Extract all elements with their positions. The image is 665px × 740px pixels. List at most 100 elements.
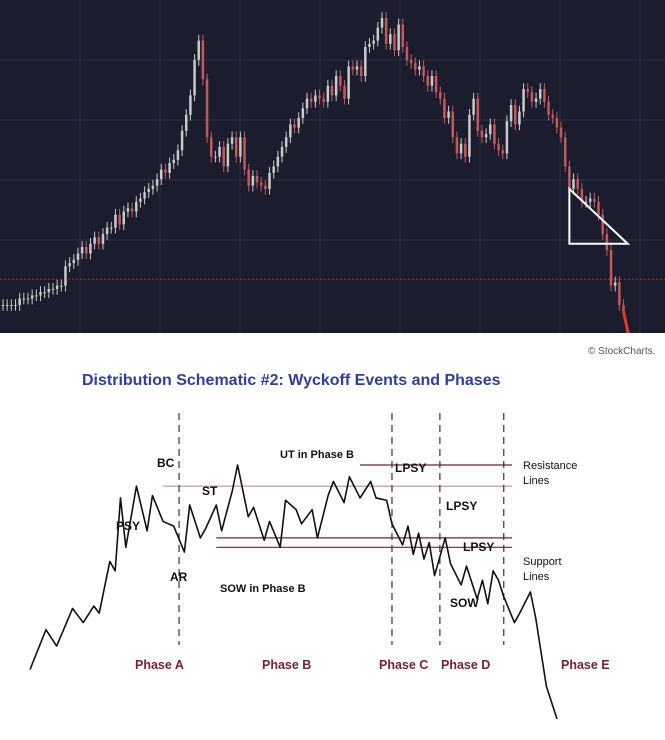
resistance-lines-label-2: Lines (523, 475, 550, 487)
candle-body (530, 92, 534, 102)
event-label-psy: PSY (116, 519, 140, 533)
candle-body (130, 208, 134, 212)
candle-body (51, 288, 55, 290)
candle-body (572, 179, 575, 189)
candle-body (559, 127, 563, 138)
candle-body (551, 114, 554, 118)
candle-body (143, 192, 146, 199)
candle-body (101, 234, 105, 244)
event-label-ar: AR (170, 570, 188, 584)
candle-body (547, 101, 550, 115)
triangle-pattern (568, 186, 631, 245)
phase-label-c: Phase C (379, 658, 428, 672)
candle-body (68, 263, 71, 267)
candle-body (318, 95, 321, 99)
candle-body (434, 76, 438, 93)
phase-label-d: Phase D (441, 658, 490, 672)
candle-body (464, 143, 467, 157)
candle-body (443, 98, 446, 118)
candle-body (264, 185, 267, 189)
candle-body (314, 95, 317, 102)
candle-body (484, 134, 488, 138)
candle-body (601, 214, 604, 235)
candle-body (534, 98, 538, 102)
candle-body (618, 282, 621, 305)
candle-body (522, 88, 525, 112)
candle-body (480, 130, 484, 138)
candle-body (422, 66, 425, 77)
candle-body (60, 285, 63, 287)
candle-body (509, 105, 513, 122)
candle-body (526, 88, 529, 93)
candle-body (64, 266, 67, 286)
candle-body (543, 88, 546, 102)
candle-body (493, 124, 496, 144)
candle-body (222, 146, 225, 167)
candle-body (380, 18, 384, 28)
candle-body (405, 47, 409, 60)
candle-body (18, 298, 21, 305)
candle-body (147, 188, 151, 193)
candle-body (472, 98, 475, 115)
candle-body (276, 156, 280, 167)
support-lines-label-2: Lines (523, 571, 550, 583)
candle-body (451, 111, 455, 138)
candle-body (151, 185, 155, 189)
candle-body (43, 292, 46, 294)
candle-body (214, 156, 217, 158)
candle-body (355, 66, 359, 70)
candle-body (455, 137, 459, 154)
candle-body (339, 76, 342, 86)
schematic-background (0, 333, 665, 740)
candle-body (230, 137, 234, 144)
top-chart-background (0, 0, 665, 333)
candle-body (55, 285, 59, 289)
candle-body (160, 169, 163, 180)
candle-body (35, 295, 38, 297)
candle-body (72, 259, 76, 264)
candle-body (168, 163, 171, 173)
candle-body (93, 237, 96, 244)
candle-body (322, 98, 325, 102)
event-label-sow-in-phase-b: SOW in Phase B (220, 583, 306, 595)
candle-body (85, 246, 88, 254)
candle-body (197, 40, 200, 60)
candle-body (326, 85, 330, 102)
candle-body (605, 234, 609, 251)
candle-body (609, 250, 613, 286)
candle-body (39, 292, 42, 296)
event-label-lpsy-phase-c: LPSY (395, 461, 426, 475)
candle-body (209, 137, 213, 157)
phase-label-e: Phase E (561, 658, 610, 672)
candle-body (105, 227, 109, 235)
event-label-bc: BC (157, 456, 175, 470)
candle-body (426, 76, 430, 86)
candle-body (409, 59, 413, 64)
candle-body (613, 282, 617, 286)
candle-body (384, 18, 388, 44)
candle-body (372, 40, 375, 44)
candle-body (155, 179, 159, 186)
candle-body (47, 288, 51, 293)
candle-body (568, 166, 571, 189)
candle-body (118, 214, 121, 225)
candle-body (289, 124, 292, 138)
candle-body (447, 111, 450, 118)
candle-body (5, 305, 9, 306)
candle-body (114, 214, 117, 228)
candle-body (430, 76, 434, 86)
candle-body (251, 176, 255, 186)
candle-body (293, 124, 296, 128)
candle-body (76, 253, 80, 260)
resistance-lines-label-1: Resistance (523, 460, 577, 472)
price-candlestick-chart (0, 0, 665, 333)
candle-body (284, 137, 288, 147)
candle-body (201, 40, 205, 80)
candle-body (489, 124, 492, 135)
candle-body (80, 246, 84, 254)
candle-body (301, 108, 305, 118)
candle-body (588, 198, 592, 202)
candle-body (334, 76, 338, 96)
candle-body (401, 24, 405, 48)
candle-body (351, 66, 355, 70)
